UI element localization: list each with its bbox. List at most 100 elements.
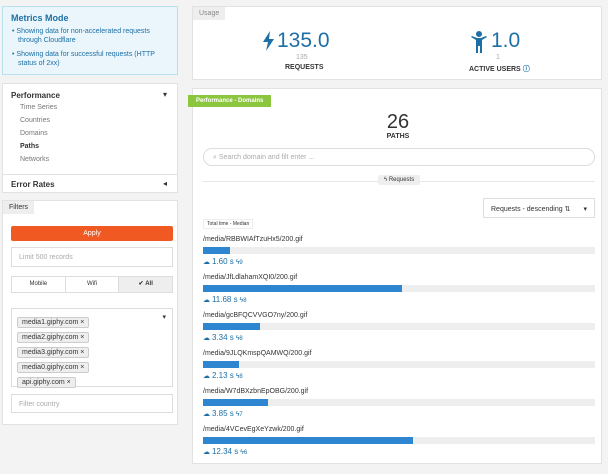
filters: Filters Apply Limit 500 records Mobile Wi… [2, 200, 178, 425]
users-value: 1.0 [491, 29, 521, 52]
path-text: /media/JfLdlahamXQI0/200.gif [203, 274, 298, 281]
divider [3, 174, 177, 175]
bullet: • Showing data for non-accelerated reque… [12, 28, 150, 44]
bar [203, 247, 231, 254]
requests-pill[interactable]: ϟ Requests [378, 175, 421, 185]
nav-item[interactable]: Networks [20, 156, 50, 163]
tag-text: media1.giphy.com [22, 319, 79, 326]
row-stats: ☁ 3.85 s ϟ7 [203, 409, 243, 418]
time-label: 3.34 s [211, 333, 234, 342]
nav-item[interactable]: Time Series [20, 104, 58, 111]
error-rates[interactable]: Error Rates [11, 180, 55, 189]
row-stats: ☁ 3.34 s ϟ8 [203, 333, 243, 342]
path-text: /media/4VCevEgXeYzwk/200.gif [203, 426, 304, 433]
ribbon: Performance - Domains [188, 95, 272, 107]
bar [203, 285, 402, 292]
path-count-label: PATHS [386, 133, 410, 140]
time-label: 11.68 s [211, 295, 238, 304]
path-row: /media/W7dBXzbnEpOBG/200.gif ☁ 3.85 s ϟ7 [203, 388, 595, 426]
tag-text: api.giphy.com [22, 379, 65, 386]
segment-text: Wifi [87, 281, 97, 287]
filters-tab[interactable]: Filters [3, 201, 35, 214]
segment[interactable]: Mobile [12, 277, 65, 292]
bar-track [203, 323, 595, 330]
row-stats: ☁ 2.13 s ϟ8 [203, 371, 243, 380]
count: 8 [243, 298, 247, 304]
user-icon [471, 31, 487, 53]
row-stats: ☁ 11.68 s ϟ8 [203, 295, 247, 304]
count: 8 [239, 336, 243, 342]
limit-select[interactable]: Limit 500 records [11, 247, 173, 267]
users-sub: 1 [496, 54, 500, 61]
tag[interactable]: media3.giphy.com × [17, 347, 90, 358]
nav-item[interactable]: Domains [20, 130, 48, 137]
path-text: /media/W7dBXzbnEpOBG/200.gif [203, 388, 309, 395]
path-row: /media/4VCevEgXeYzwk/200.gif ☁ 12.34 s ϟ6 [203, 426, 595, 464]
tag-row: media1.giphy.com × [17, 311, 167, 328]
tag[interactable]: media2.giphy.com × [17, 332, 90, 343]
nav-item[interactable]: Countries [20, 117, 50, 124]
pill-text: Requests [388, 177, 415, 183]
row-stats: ☁ 12.34 s ϟ6 [203, 447, 248, 456]
count: 6 [243, 450, 248, 456]
time-label: 1.60 s [211, 257, 234, 266]
path-row: /media/gcBFQCVVGO7ny/200.gif ☁ 3.34 s ϟ8 [203, 312, 595, 350]
row-stats: ☁ 1.60 s ϟ9 [203, 257, 243, 266]
count: 7 [239, 412, 243, 418]
label: ACTIVE USERS [469, 66, 521, 73]
tag-text: media0.giphy.com [22, 364, 79, 371]
country-input[interactable]: Filter country [11, 394, 173, 413]
bar [203, 361, 240, 368]
bar [203, 437, 413, 444]
tag[interactable]: media0.giphy.com × [17, 362, 90, 373]
path-row: /media/RBBWIAfTzuHx5/200.gif ☁ 1.60 s ϟ9 [203, 236, 595, 274]
tag-text: media2.giphy.com [22, 334, 79, 341]
search-placeholder: Search domain and filt enter ... [218, 154, 315, 161]
bar-track [203, 247, 595, 254]
path-text: /media/9JLQKmspQAMWQ/200.gif [203, 350, 312, 357]
search[interactable]: ⌕ Search domain and filt enter ... [203, 148, 595, 166]
apply-button[interactable]: Apply [11, 226, 173, 241]
path-text: /media/gcBFQCVVGO7ny/200.gif [203, 312, 308, 319]
tag-row: api.giphy.com × [17, 371, 167, 388]
segment[interactable]: Wifi [64, 277, 119, 292]
time-label: 3.85 s [211, 409, 234, 418]
count: 8 [239, 374, 243, 380]
tag[interactable]: media1.giphy.com × [17, 317, 90, 328]
metrics-mode: Metrics Mode • Showing data for non-acce… [2, 6, 178, 75]
nav-title[interactable]: Performance [11, 91, 60, 100]
bar [203, 399, 269, 406]
domains: Performance - Domains 26 PATHS ⌕ Search … [188, 88, 602, 464]
sort-select[interactable]: Requests - descending ⇅ ▾ [483, 198, 595, 218]
nav-item[interactable]: Paths [20, 143, 40, 150]
segment-text: All [145, 281, 153, 287]
requests-value: 135.0 [277, 29, 330, 52]
count: 9 [239, 260, 243, 266]
title: Metrics Mode [11, 13, 69, 23]
time-label: 2.13 s [211, 371, 234, 380]
usage: Usage 135.0 135 REQUESTS 1.0 1 ACTIVE US… [192, 6, 602, 80]
path-count: 26 [386, 111, 410, 133]
tag-text: media3.giphy.com [22, 349, 79, 356]
bar [203, 323, 260, 330]
tag[interactable]: api.giphy.com × [17, 377, 76, 388]
segment[interactable]: ✔ All [118, 277, 173, 292]
bullet: • Showing data for successful requests (… [12, 51, 155, 67]
users-label: ACTIVE USERS ⓘ [469, 66, 530, 73]
segment-text: Mobile [29, 281, 48, 287]
nav: Performance ▾ Time Series Countries Domain… [2, 83, 178, 193]
sort-text: Requests - descending [491, 206, 563, 213]
usage-tab: Usage [193, 7, 226, 20]
caret: ◂ [163, 179, 168, 188]
caret: ▾ [162, 314, 166, 321]
requests-sub: 135 [296, 54, 308, 61]
caret: ▾ [163, 90, 168, 99]
tag-row: media2.giphy.com × [17, 326, 167, 343]
requests-label: REQUESTS [285, 64, 324, 71]
tag-row: media0.giphy.com × [17, 356, 167, 373]
bar-track [203, 437, 595, 444]
bar-track [203, 285, 595, 292]
bolt-icon [263, 31, 274, 51]
time-label: 12.34 s [211, 447, 239, 456]
